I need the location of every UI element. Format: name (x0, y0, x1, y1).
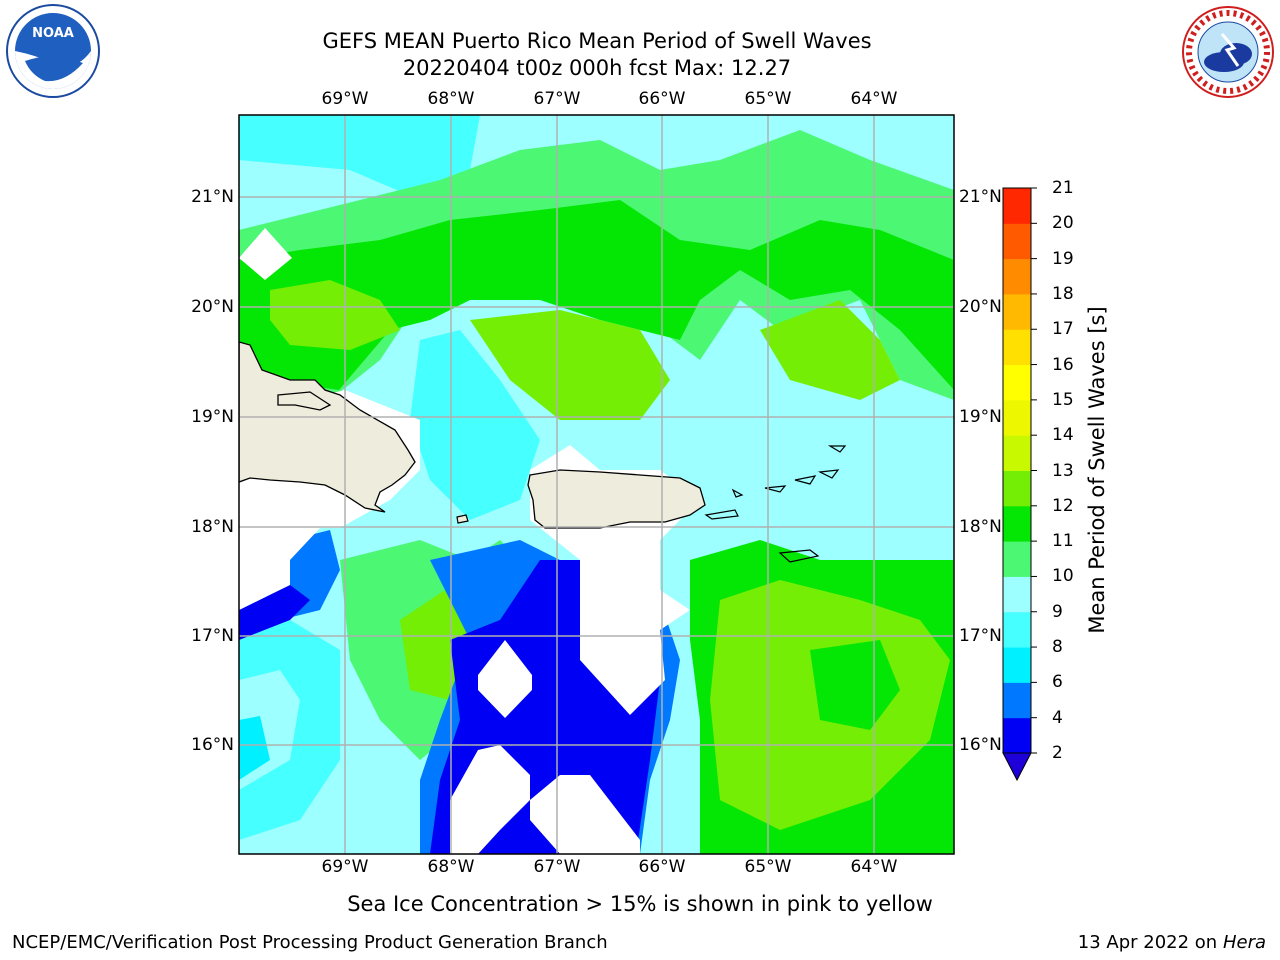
colorbar-tick-label: 21 (1052, 178, 1074, 198)
lon-tick-bottom: 67°W (533, 857, 581, 877)
lon-tick-top: 69°W (321, 89, 369, 109)
colorbar-tick-label: 11 (1052, 531, 1074, 552)
lat-tick-left: 19°N (191, 407, 234, 427)
colorbar-swatch (1003, 541, 1031, 577)
colorbar-swatch (1003, 364, 1031, 401)
colorbar-tick-label: 20 (1052, 213, 1074, 234)
lat-tick-left: 21°N (191, 187, 234, 207)
footer-branch: NCEP/EMC/Verification Post Processing Pr… (12, 932, 608, 953)
colorbar (1002, 187, 1037, 782)
colorbar-swatch (1003, 399, 1031, 436)
colorbar-tick-label: 4 (1052, 707, 1063, 728)
lat-tick-right: 21°N (959, 187, 1002, 207)
lon-tick-top: 68°W (427, 89, 475, 109)
footer-date: 13 Apr 2022 on Hera (1078, 932, 1266, 954)
footer-date-text: 13 Apr 2022 on (1077, 932, 1223, 953)
colorbar-swatch (1003, 717, 1031, 754)
lon-tick-bottom: 65°W (744, 857, 792, 877)
colorbar-tick-label: 16 (1052, 354, 1074, 375)
lat-tick-left: 16°N (191, 735, 234, 755)
colorbar-tick-label: 10 (1052, 566, 1074, 587)
lat-tick-left: 18°N (191, 517, 234, 537)
colorbar-swatch (1003, 223, 1031, 260)
lon-tick-bottom: 66°W (638, 857, 686, 877)
lon-tick-bottom: 69°W (321, 857, 369, 877)
lat-tick-right: 20°N (959, 297, 1002, 317)
map-title: GEFS MEAN Puerto Rico Mean Period of Swe… (322, 29, 872, 53)
lat-tick-right: 18°N (959, 517, 1002, 537)
colorbar-swatch (1003, 470, 1031, 507)
colorbar-tick-label: 18 (1052, 283, 1074, 304)
lon-tick-bottom: 68°W (427, 857, 475, 877)
lon-tick-bottom: 64°W (850, 857, 898, 877)
lat-tick-left: 17°N (191, 626, 234, 646)
noaa-logo-icon: NOAA (6, 4, 100, 98)
colorbar-tick-label: 13 (1052, 460, 1074, 481)
svg-text:NOAA: NOAA (32, 26, 74, 41)
lat-tick-right: 16°N (959, 735, 1002, 755)
footer-system: Hera (1222, 932, 1266, 953)
nws-logo-icon (1182, 6, 1274, 98)
colorbar-swatch (1003, 435, 1031, 471)
colorbar-swatch (1003, 576, 1031, 613)
colorbar-tick-label: 19 (1052, 248, 1074, 269)
colorbar-tick-label: 17 (1052, 319, 1074, 340)
lat-tick-right: 17°N (959, 626, 1002, 646)
colorbar-tick-label: 8 (1052, 637, 1063, 658)
colorbar-tick-label: 12 (1052, 495, 1074, 516)
colorbar-tick-label: 14 (1052, 425, 1074, 446)
colorbar-tick-label: 9 (1052, 601, 1063, 622)
colorbar-swatch (1003, 505, 1031, 542)
sea-ice-note: Sea Ice Concentration > 15% is shown in … (347, 892, 933, 916)
colorbar-swatch (1003, 329, 1031, 366)
colorbar-tick-label: 6 (1052, 672, 1063, 693)
lon-tick-top: 66°W (638, 89, 686, 109)
colorbar-swatch (1003, 258, 1031, 295)
colorbar-swatch (1003, 293, 1031, 330)
colorbar-label: Mean Period of Swell Waves [s] (1085, 306, 1109, 634)
colorbar-swatch (1003, 647, 1031, 683)
colorbar-tick-label: 15 (1052, 389, 1074, 410)
colorbar-swatch (1003, 188, 1031, 224)
colorbar-swatch (1003, 682, 1031, 719)
lon-tick-top: 67°W (533, 89, 581, 109)
map-subtitle: 20220404 t00z 000h fcst Max: 12.27 (402, 56, 792, 80)
colorbar-extend-triangle (1002, 752, 1032, 782)
lon-tick-top: 65°W (744, 89, 792, 109)
lat-tick-left: 20°N (191, 297, 234, 317)
colorbar-tick-label: 2 (1052, 743, 1063, 763)
colorbar-swatch (1003, 611, 1031, 648)
lon-tick-top: 64°W (850, 89, 898, 109)
lat-tick-right: 19°N (959, 407, 1002, 427)
